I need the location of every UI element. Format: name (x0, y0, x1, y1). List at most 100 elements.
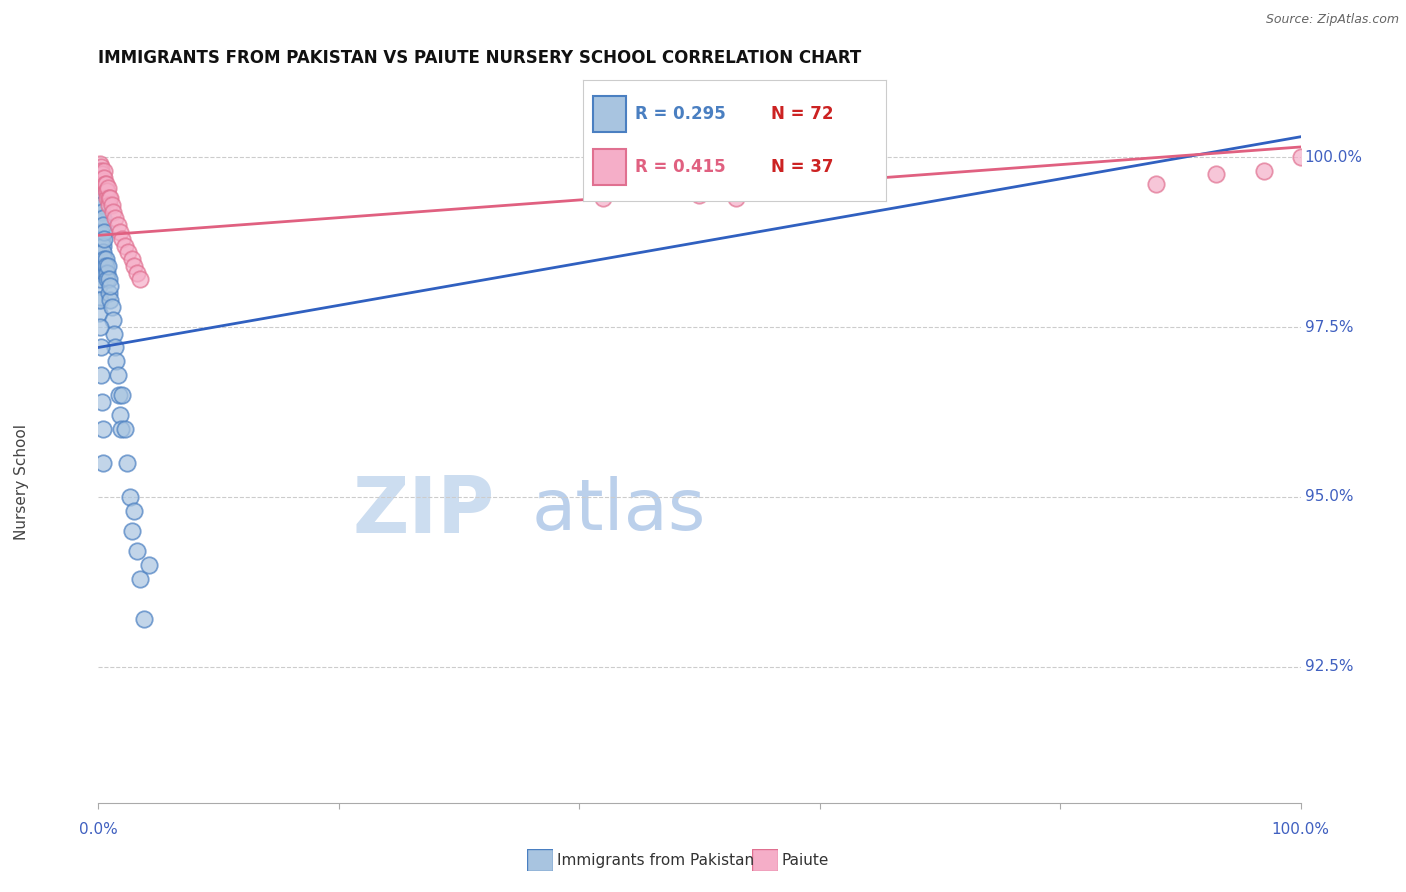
Point (90, 198, 112, 212)
FancyBboxPatch shape (527, 849, 553, 871)
Point (89, 178, 111, 192)
Point (96, 191, 118, 205)
Point (87, 238, 110, 252)
Text: 97.5%: 97.5% (1305, 319, 1353, 334)
Point (91, 218, 114, 232)
Point (91, 170, 114, 185)
Text: N = 37: N = 37 (770, 158, 834, 176)
Point (98, 198, 121, 212)
Point (94, 184, 117, 198)
Point (96, 259, 118, 273)
Point (90, 225, 112, 239)
Point (101, 204, 124, 219)
Point (87, 279, 110, 293)
Point (1253, 163, 1275, 178)
Text: 100.0%: 100.0% (1305, 150, 1362, 165)
Text: Source: ZipAtlas.com: Source: ZipAtlas.com (1265, 13, 1399, 27)
Point (688, 187, 710, 202)
Point (100, 279, 122, 293)
Point (107, 368, 129, 382)
Text: 92.5%: 92.5% (1305, 659, 1353, 674)
Text: atlas: atlas (531, 476, 706, 545)
Point (108, 225, 131, 239)
Point (97, 180, 120, 194)
Point (87, 211, 110, 226)
Point (91, 245, 114, 260)
Point (91, 211, 114, 226)
Point (91, 232, 114, 246)
Point (117, 245, 139, 260)
Point (724, 191, 747, 205)
Point (91, 174, 114, 188)
Point (100, 300, 122, 314)
Point (89, 320, 111, 334)
Point (117, 456, 139, 470)
Point (91, 167, 114, 181)
FancyBboxPatch shape (592, 96, 626, 132)
Point (90, 191, 112, 205)
Point (1144, 178, 1167, 192)
Text: ZIP: ZIP (353, 473, 495, 549)
Point (87, 163, 110, 178)
Point (87, 170, 110, 185)
Point (98, 286, 121, 301)
Text: IMMIGRANTS FROM PAKISTAN VS PAIUTE NURSERY SCHOOL CORRELATION CHART: IMMIGRANTS FROM PAKISTAN VS PAIUTE NURSE… (98, 49, 862, 67)
Point (138, 558, 160, 572)
Point (94, 252, 117, 266)
Point (129, 572, 152, 586)
Point (124, 503, 146, 517)
Point (91, 238, 114, 252)
Text: 100.0%: 100.0% (1271, 822, 1330, 838)
Point (87, 252, 110, 266)
FancyBboxPatch shape (752, 849, 778, 871)
Point (93, 163, 115, 178)
Point (89, 184, 111, 198)
Point (87, 198, 110, 212)
Point (89, 211, 111, 226)
Point (1289, 150, 1312, 164)
Text: R = 0.415: R = 0.415 (636, 158, 725, 176)
Point (121, 524, 143, 538)
Point (785, 184, 807, 198)
Point (105, 354, 128, 368)
Point (129, 272, 152, 286)
Text: Paiute: Paiute (782, 854, 830, 868)
Point (96, 266, 118, 280)
Point (91, 204, 114, 219)
Point (111, 388, 134, 402)
Point (104, 341, 127, 355)
Point (110, 422, 132, 436)
Point (118, 490, 141, 504)
Point (90, 163, 112, 178)
Point (90, 161, 112, 175)
Point (87, 306, 110, 320)
Point (89, 232, 111, 246)
Point (97, 191, 120, 205)
Point (96, 178, 118, 192)
Point (98, 293, 121, 307)
Point (111, 232, 134, 246)
Point (91, 456, 114, 470)
Text: Nursery School: Nursery School (14, 424, 28, 540)
Point (89, 252, 111, 266)
Point (104, 211, 127, 226)
Point (91, 394, 114, 409)
Point (107, 218, 129, 232)
Point (108, 409, 131, 423)
Point (103, 326, 125, 341)
Point (114, 422, 136, 436)
FancyBboxPatch shape (592, 149, 626, 185)
Point (108, 388, 131, 402)
Point (87, 293, 110, 307)
Text: Immigrants from Pakistan: Immigrants from Pakistan (557, 854, 754, 868)
Text: 0.0%: 0.0% (79, 822, 118, 838)
Point (89, 225, 111, 239)
Point (93, 259, 115, 273)
Point (87, 266, 110, 280)
Point (93, 225, 115, 239)
Point (100, 191, 122, 205)
Point (114, 238, 136, 252)
Point (89, 293, 111, 307)
Point (132, 612, 155, 626)
Point (121, 252, 143, 266)
